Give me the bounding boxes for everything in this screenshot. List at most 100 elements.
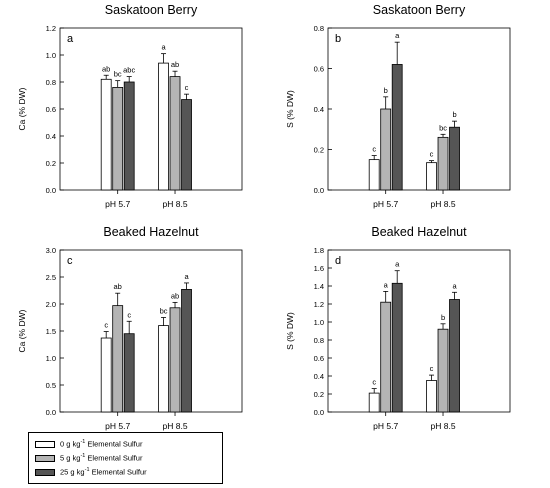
chart-title-b: Saskatoon Berry (373, 3, 466, 17)
bar-c-0-2 (123, 333, 135, 413)
y-tick-label-b-4: 0.8 (314, 24, 324, 33)
legend-label-0g-rest: Elemental Sulfur (85, 439, 143, 449)
legend-swatch-25g (35, 468, 55, 476)
bar-a-1-1 (169, 76, 181, 191)
significance-letter-a-1-2: c (185, 83, 189, 92)
y-tick-label-d-4: 0.8 (314, 336, 324, 345)
y-axis-label-a: Ca (% DW) (17, 87, 27, 130)
legend-label-5g-rest: Elemental Sulfur (85, 453, 143, 463)
bar-d-0-0 (368, 392, 380, 413)
significance-letter-b-0-0: c (372, 145, 376, 154)
bar-c-1-2 (181, 289, 192, 413)
bar-d-0-2 (391, 282, 403, 413)
y-tick-label-c-0: 0.0 (46, 408, 56, 417)
bar-b-1-2 (449, 126, 460, 191)
significance-letter-d-0-1: a (384, 280, 389, 289)
legend-label-5g-sup: -1 (80, 453, 86, 460)
significance-letter-a-0-0: ab (102, 64, 110, 73)
legend-label-25g-sup: -1 (84, 467, 90, 474)
bar-c-1-1 (169, 307, 181, 413)
significance-letter-b-0-1: b (384, 86, 388, 95)
bar-b-0-2 (391, 64, 403, 191)
y-tick-label-a-5: 1.0 (46, 51, 56, 60)
bar-b-0-1 (380, 108, 392, 191)
bar-a-0-0 (100, 78, 112, 191)
significance-letter-d-1-2: a (452, 281, 457, 290)
y-tick-label-d-6: 1.2 (314, 300, 324, 309)
y-tick-label-b-2: 0.4 (314, 105, 324, 114)
legend-label-5g: 5 g kg (60, 453, 81, 463)
bar-b-1-1 (437, 136, 449, 191)
bar-d-0-1 (380, 301, 392, 413)
bar-b-1-0 (426, 162, 437, 191)
significance-letter-d-1-0: c (430, 364, 434, 373)
significance-letter-c-0-0: c (104, 321, 108, 330)
y-axis-label-c: Ca (% DW) (17, 309, 27, 352)
bar-a-0-2 (123, 81, 135, 191)
bar-d-1-2 (449, 299, 460, 413)
significance-letter-a-0-2: abc (123, 66, 135, 75)
legend-label-0g: 0 g kg (60, 439, 81, 449)
y-tick-label-d-1: 0.2 (314, 390, 324, 399)
bar-a-0-1 (112, 87, 124, 191)
legend-item-5g: 5 g kg-1 Elemental Sulfur (35, 451, 216, 465)
y-tick-label-c-1: 0.5 (46, 381, 56, 390)
chart-title-c: Beaked Hazelnut (103, 225, 199, 239)
y-tick-label-d-8: 1.6 (314, 264, 324, 273)
legend-label-0g-sup: -1 (80, 439, 86, 446)
y-axis-label-d: S (% DW) (285, 312, 295, 350)
y-tick-label-d-9: 1.8 (314, 246, 324, 255)
chart-title-a: Saskatoon Berry (105, 3, 198, 17)
significance-letter-d-0-2: a (395, 260, 400, 269)
x-category-label-a-0: pH 5.7 (105, 199, 130, 209)
significance-letter-d-1-1: b (441, 313, 445, 322)
significance-letter-b-1-0: c (430, 150, 434, 159)
significance-letter-a-1-1: ab (171, 60, 179, 69)
plot-frame-d (327, 249, 511, 413)
x-category-label-c-0: pH 5.7 (105, 421, 130, 431)
y-axis-label-b: S (% DW) (285, 90, 295, 128)
bar-c-0-0 (100, 337, 112, 413)
panel-letter-d: d (335, 255, 341, 267)
x-category-label-d-1: pH 8.5 (431, 421, 456, 431)
legend-label-25g-rest: Elemental Sulfur (89, 467, 147, 477)
legend: 0 g kg-1 Elemental Sulfur 5 g kg-1 Eleme… (28, 432, 223, 484)
significance-letter-c-1-1: ab (171, 291, 179, 300)
x-category-label-b-0: pH 5.7 (373, 199, 398, 209)
bar-d-1-0 (426, 380, 437, 413)
x-category-label-c-1: pH 8.5 (163, 421, 188, 431)
bar-c-0-1 (112, 305, 124, 413)
x-category-label-d-0: pH 5.7 (373, 421, 398, 431)
panel-letter-b: b (335, 33, 341, 45)
significance-letter-c-0-1: ab (114, 282, 122, 291)
legend-item-25g: 25 g kg-1 Elemental Sulfur (35, 465, 216, 479)
legend-item-0g: 0 g kg-1 Elemental Sulfur (35, 437, 216, 451)
y-tick-label-a-2: 0.4 (46, 132, 56, 141)
bar-a-1-0 (158, 62, 169, 191)
significance-letter-d-0-0: c (372, 378, 376, 387)
legend-swatch-5g (35, 454, 55, 462)
legend-swatch-0g (35, 440, 55, 448)
y-tick-label-b-1: 0.2 (314, 145, 324, 154)
plot-frame-b (327, 27, 511, 191)
bar-c-1-0 (158, 325, 169, 413)
y-tick-label-b-0: 0.0 (314, 186, 324, 195)
y-tick-label-c-4: 2.0 (46, 300, 56, 309)
y-tick-label-d-7: 1.4 (314, 282, 324, 291)
bar-d-1-1 (437, 328, 449, 413)
y-tick-label-d-5: 1.0 (314, 318, 324, 327)
y-tick-label-c-5: 2.5 (46, 273, 56, 282)
y-tick-label-b-3: 0.6 (314, 64, 324, 73)
y-tick-label-c-3: 1.5 (46, 327, 56, 336)
x-category-label-b-1: pH 8.5 (431, 199, 456, 209)
x-category-label-a-1: pH 8.5 (163, 199, 188, 209)
y-tick-label-a-0: 0.0 (46, 186, 56, 195)
bar-b-0-0 (368, 159, 380, 191)
panel-letter-a: a (67, 33, 74, 45)
panel-letter-c: c (67, 255, 73, 267)
significance-letter-b-0-2: a (395, 31, 400, 40)
y-tick-label-a-4: 0.8 (46, 78, 56, 87)
y-tick-label-a-3: 0.6 (46, 105, 56, 114)
significance-letter-c-0-2: c (127, 310, 131, 319)
y-tick-label-d-3: 0.6 (314, 354, 324, 363)
